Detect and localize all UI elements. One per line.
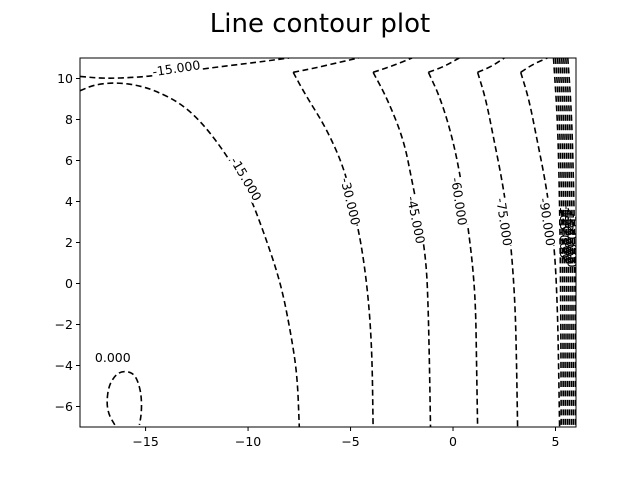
contour-label-gap	[536, 197, 559, 247]
y-tick-label: −4	[55, 358, 73, 373]
x-tick-label: −10	[235, 434, 261, 449]
contour-label: -15.000	[227, 154, 264, 203]
contour-label-gap	[404, 194, 429, 245]
contour-label: -30.000	[338, 176, 364, 226]
contour-label-gap	[88, 349, 137, 365]
contour-line	[106, 370, 143, 426]
contour-label: -135.000	[562, 208, 577, 264]
x-tick-label: 0	[449, 434, 457, 449]
y-tick-label: 0	[65, 276, 73, 291]
contour-line	[562, 58, 573, 427]
contour-line	[372, 58, 413, 74]
y-tick-label: −6	[55, 399, 73, 414]
contour-line	[554, 58, 565, 427]
contour-line	[372, 71, 432, 427]
contour-line	[556, 58, 567, 427]
y-tick-label: 2	[65, 235, 73, 250]
contour-label: -105.000	[557, 202, 572, 258]
x-tick-label: −15	[132, 434, 158, 449]
contour-lines	[80, 58, 576, 427]
contour-line	[477, 58, 505, 74]
contour-label: -60.000	[448, 177, 470, 227]
contour-line	[427, 71, 479, 427]
y-tick-label: −2	[55, 317, 73, 332]
contour-line	[293, 58, 359, 74]
contour-line	[520, 58, 548, 73]
contour-label-gap	[151, 56, 202, 79]
contour-label: -90.000	[536, 197, 558, 247]
contour-label-gap	[448, 176, 471, 227]
x-tick-label: −5	[341, 434, 359, 449]
x-tick-label: 5	[552, 434, 560, 449]
contour-label-gap	[493, 197, 516, 247]
contour-label: -75.000	[493, 197, 515, 247]
contour-label: -150.000	[565, 211, 580, 267]
contour-label-gap	[338, 176, 364, 227]
contour-line	[476, 72, 519, 427]
contour-line	[560, 58, 571, 427]
contour-label: -15.000	[151, 57, 201, 79]
chart-title: Line contour plot	[210, 9, 431, 39]
y-tick-label: 6	[65, 153, 73, 168]
y-axis: −6 −4 −2 0 2 4 6 8 10	[55, 71, 80, 414]
y-tick-label: 4	[65, 194, 73, 209]
contour-line	[428, 58, 460, 74]
contour-label: -45.000	[404, 195, 428, 245]
contour-line	[519, 72, 561, 427]
contour-line	[565, 58, 575, 427]
y-tick-label: 8	[65, 112, 73, 127]
contour-labels: 0.000 -15.000 -15.000 -30.000 -45.000 -60.000…	[88, 56, 580, 365]
y-tick-label: 10	[57, 71, 73, 86]
contour-line	[80, 82, 301, 427]
contour-label: -120.000	[560, 205, 575, 261]
contour-line	[567, 58, 576, 427]
contour-line	[558, 58, 569, 427]
contour-label: 0.000	[95, 350, 131, 365]
contour-label-gap	[227, 154, 266, 204]
contour-line	[552, 58, 562, 427]
contour-line	[292, 71, 374, 427]
x-axis: −15 −10 −5 0 5	[132, 427, 559, 449]
